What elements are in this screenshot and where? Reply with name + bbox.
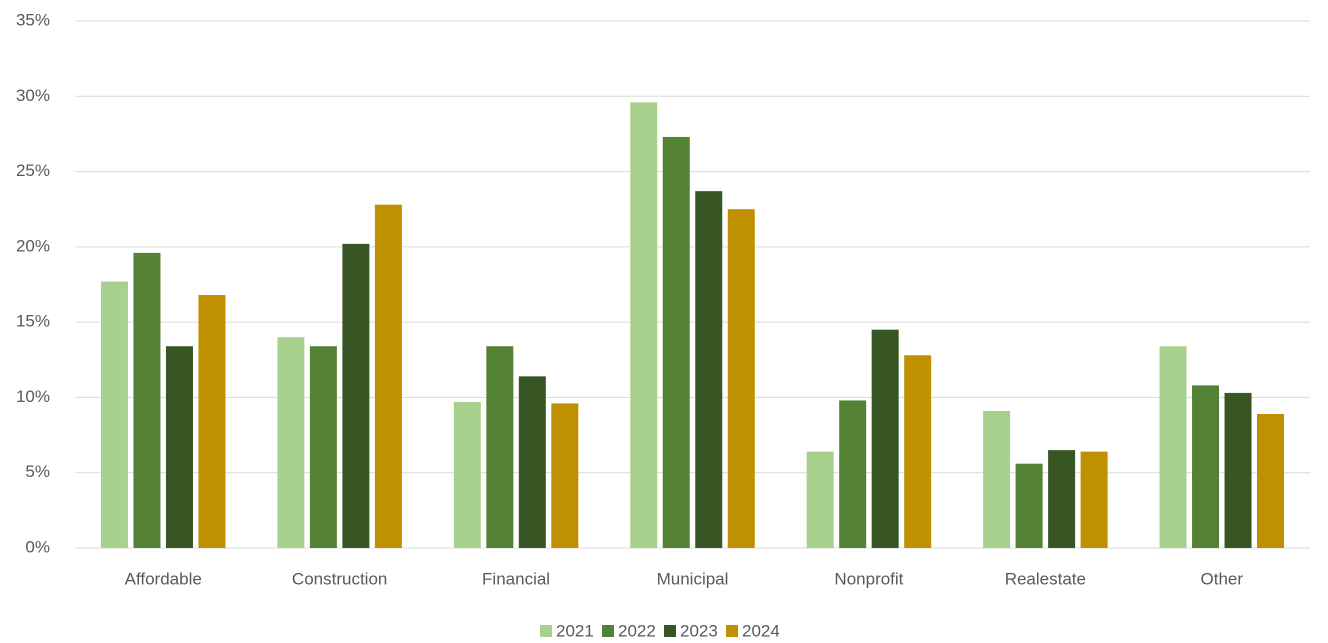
bar bbox=[1257, 413, 1285, 548]
bar bbox=[839, 400, 867, 548]
bar bbox=[1224, 392, 1252, 548]
bar bbox=[806, 451, 834, 548]
legend-swatch bbox=[602, 625, 614, 637]
y-tick-label: 35% bbox=[16, 10, 50, 29]
bar bbox=[551, 403, 579, 548]
bar bbox=[1015, 463, 1043, 548]
bar bbox=[198, 295, 226, 548]
bar bbox=[309, 346, 337, 548]
legend-label: 2023 bbox=[680, 621, 718, 640]
y-tick-label: 0% bbox=[25, 537, 50, 556]
bar bbox=[1192, 385, 1220, 548]
legend-swatch bbox=[664, 625, 676, 637]
y-tick-label: 30% bbox=[16, 86, 50, 105]
bar bbox=[133, 252, 161, 548]
bar bbox=[453, 401, 481, 548]
bar bbox=[1048, 450, 1076, 548]
y-tick-label: 10% bbox=[16, 387, 50, 406]
legend-label: 2022 bbox=[618, 621, 656, 640]
x-tick-label: Realestate bbox=[1005, 569, 1086, 588]
y-tick-label: 15% bbox=[16, 312, 50, 331]
x-tick-label: Nonprofit bbox=[834, 569, 903, 588]
y-tick-label: 20% bbox=[16, 236, 50, 255]
x-tick-label: Affordable bbox=[125, 569, 202, 588]
bar bbox=[983, 410, 1011, 548]
legend-swatch bbox=[540, 625, 552, 637]
legend-swatch bbox=[726, 625, 738, 637]
bar bbox=[630, 102, 658, 549]
bar bbox=[374, 204, 402, 548]
legend-label: 2021 bbox=[556, 621, 594, 640]
bar bbox=[342, 243, 370, 549]
x-tick-label: Construction bbox=[292, 569, 387, 588]
bar bbox=[727, 209, 755, 548]
y-tick-label: 25% bbox=[16, 161, 50, 180]
bar bbox=[100, 281, 128, 548]
bar bbox=[1080, 451, 1108, 548]
bar bbox=[518, 376, 546, 548]
x-tick-label: Financial bbox=[482, 569, 550, 588]
x-tick-label: Municipal bbox=[657, 569, 729, 588]
x-tick-label: Other bbox=[1201, 569, 1244, 588]
legend-label: 2024 bbox=[742, 621, 780, 640]
bar bbox=[1159, 346, 1187, 548]
y-tick-label: 5% bbox=[25, 462, 50, 481]
bar bbox=[662, 136, 690, 548]
bar bbox=[904, 355, 932, 548]
bar bbox=[486, 346, 514, 548]
bar bbox=[277, 337, 305, 548]
bar bbox=[871, 329, 899, 548]
bar bbox=[165, 346, 193, 548]
bar bbox=[695, 191, 723, 548]
